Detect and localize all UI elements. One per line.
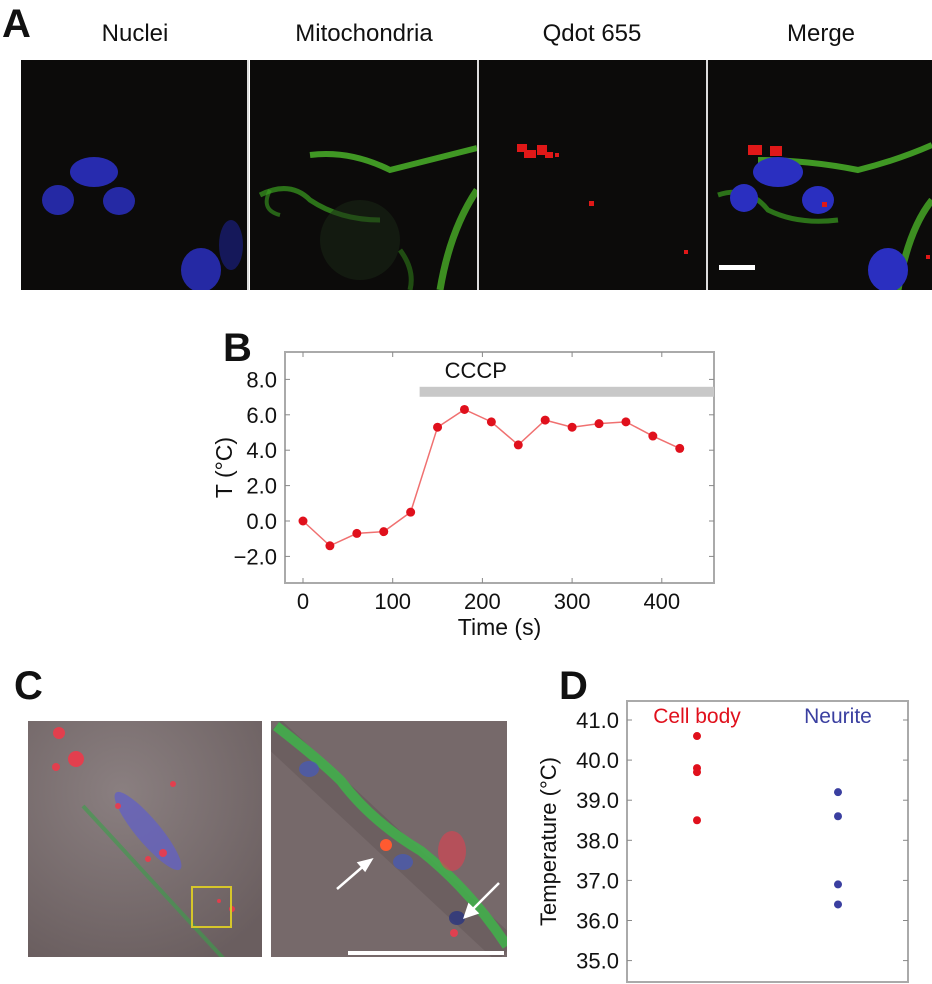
channel-title-mitochondria: Mitochondria — [295, 20, 433, 47]
data-point — [834, 812, 842, 821]
image-neuron-overview — [28, 721, 262, 957]
plot-frame — [626, 700, 909, 983]
y-tick-label: 0.0 — [246, 509, 277, 534]
panel-d-letter: D — [559, 664, 588, 708]
data-point — [594, 419, 604, 429]
y-tick-label: 36.0 — [576, 909, 619, 934]
data-point — [693, 732, 701, 741]
arrow-icon — [463, 882, 500, 919]
data-point — [834, 900, 842, 909]
data-point — [459, 404, 469, 414]
y-tick-label: 39.0 — [576, 788, 619, 813]
data-point — [433, 422, 443, 432]
x-tick-label: 100 — [374, 589, 411, 614]
x-tick-label: 300 — [554, 589, 591, 614]
category-label: Cell body — [653, 705, 741, 728]
image-mitochondria — [250, 60, 477, 290]
data-point — [834, 880, 842, 889]
y-tick-label: 4.0 — [246, 438, 277, 463]
data-point — [352, 528, 362, 538]
category-label: Neurite — [804, 705, 872, 728]
divider — [706, 60, 708, 290]
y-tick-label: 6.0 — [246, 403, 277, 428]
plot-frame — [284, 351, 715, 584]
data-point — [693, 768, 701, 777]
y-tick-label: 2.0 — [246, 474, 277, 499]
scale-bar — [719, 265, 755, 270]
x-tick-label: 0 — [297, 589, 309, 614]
channel-title-merge: Merge — [786, 20, 856, 47]
image-qdot — [479, 60, 706, 290]
image-merge — [708, 60, 932, 290]
data-point — [693, 816, 701, 825]
data-point — [298, 516, 308, 526]
divider — [247, 60, 249, 290]
y-tick-label: −2.0 — [234, 544, 277, 569]
scale-bar — [348, 951, 504, 955]
data-point — [513, 440, 523, 450]
x-tick-label: 200 — [464, 589, 501, 614]
x-axis-label: Time (s) — [458, 614, 541, 640]
data-point — [540, 415, 550, 425]
data-point — [567, 422, 577, 432]
image-neuron-zoomed — [271, 721, 507, 957]
panel-a-letter: A — [2, 2, 31, 46]
channel-title-qdot: Qdot 655 — [542, 20, 642, 47]
cccp-treatment-bar — [419, 386, 714, 397]
zoom-region-box — [191, 886, 232, 928]
divider — [477, 60, 479, 290]
y-tick-label: 40.0 — [576, 748, 619, 773]
data-point — [406, 507, 416, 517]
y-tick-label: 37.0 — [576, 868, 619, 893]
data-point — [648, 431, 658, 441]
y-axis-label: Temperature (°C) — [536, 757, 561, 926]
image-nuclei — [21, 60, 247, 290]
panel-c-letter: C — [14, 664, 43, 708]
data-point — [621, 417, 631, 427]
data-point — [325, 541, 335, 551]
cccp-label: CCCP — [445, 358, 507, 383]
arrow-icon — [336, 858, 374, 890]
data-point — [675, 443, 685, 453]
data-point — [486, 417, 496, 427]
y-tick-label: 41.0 — [576, 708, 619, 733]
data-point — [379, 527, 389, 537]
channel-title-nuclei: Nuclei — [101, 20, 169, 47]
panel-b-letter: B — [223, 326, 252, 370]
y-tick-label: 35.0 — [576, 949, 619, 974]
y-axis-label: T (°C) — [211, 437, 237, 498]
y-tick-label: 8.0 — [246, 367, 277, 392]
data-point — [834, 788, 842, 797]
y-tick-label: 38.0 — [576, 828, 619, 853]
x-tick-label: 400 — [643, 589, 680, 614]
